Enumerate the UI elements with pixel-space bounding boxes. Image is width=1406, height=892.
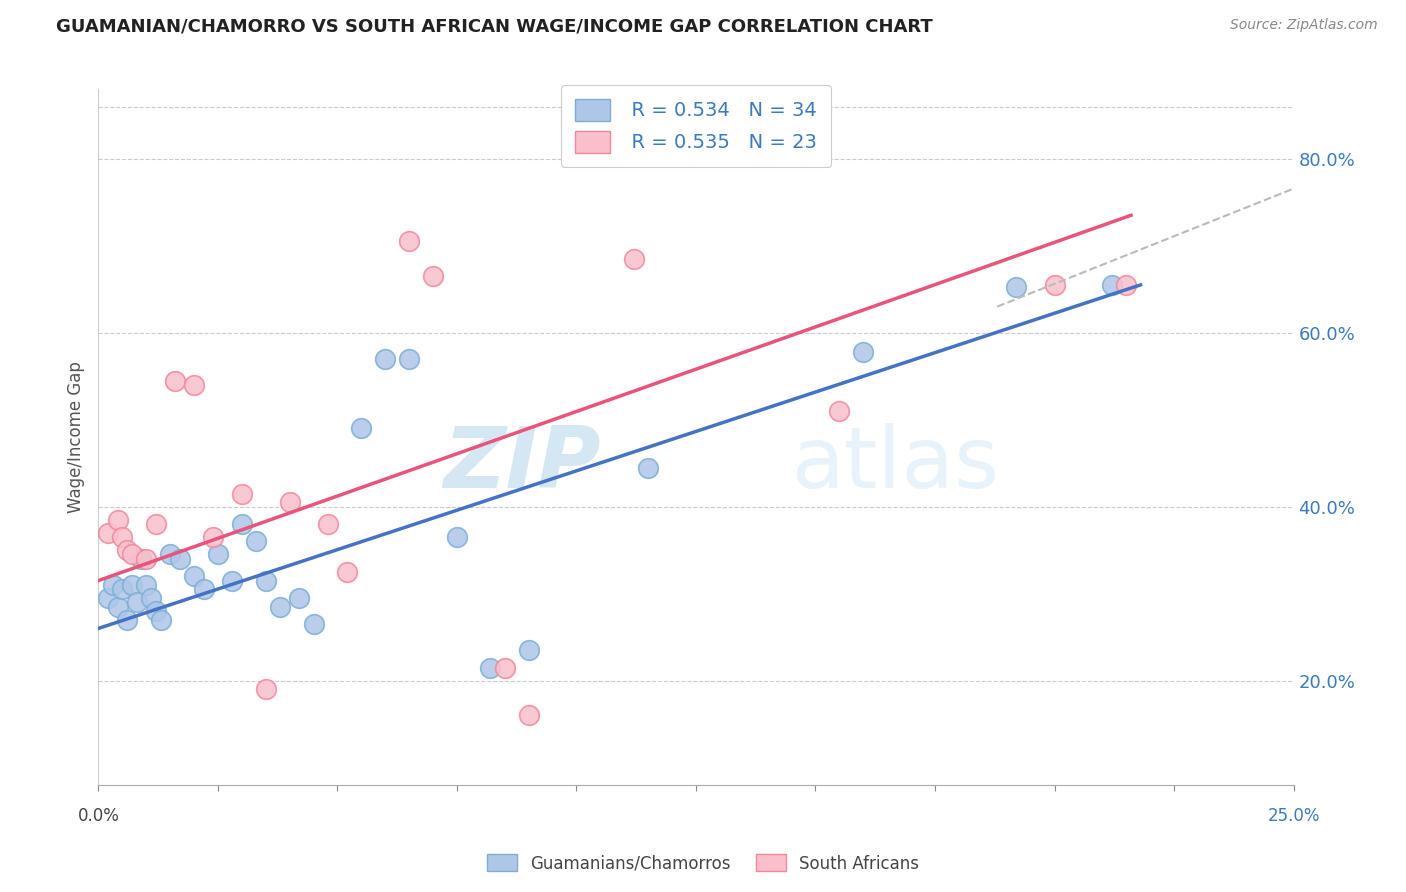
Point [131,551,153,566]
Point [183,377,205,392]
Point [121,548,143,562]
Text: atlas: atlas [792,424,1000,507]
Point [637,460,659,475]
Point [316,516,339,531]
Point [1101,277,1123,292]
Point [1005,279,1028,293]
Point [1043,277,1066,292]
Point [288,591,311,605]
Point [517,708,540,723]
Text: Source: ZipAtlas.com: Source: ZipAtlas.com [1230,18,1378,32]
Point [135,551,157,566]
Point [183,569,205,583]
Point [97,591,120,605]
Point [163,374,186,388]
Point [254,682,277,697]
Point [623,252,645,266]
Point [145,516,167,531]
Point [852,344,875,359]
Point [97,525,120,540]
Point [107,513,129,527]
Point [139,591,162,605]
Point [231,516,253,531]
Text: 25.0%: 25.0% [1267,807,1320,825]
Point [159,548,181,562]
Point [101,578,124,592]
Point [149,613,172,627]
Point [254,574,277,588]
Point [207,548,229,562]
Point [494,660,516,674]
Text: ZIP: ZIP [443,424,600,507]
Point [111,582,134,597]
Point [169,551,191,566]
Point [145,604,167,618]
Point [125,595,148,609]
Y-axis label: Wage/Income Gap: Wage/Income Gap [66,361,84,513]
Point [115,543,138,558]
Point [1115,277,1137,292]
Point [278,495,301,509]
Point [398,235,420,249]
Point [121,578,143,592]
Point [245,534,267,549]
Point [135,578,157,592]
Point [111,530,134,544]
Point [231,486,253,500]
Point [336,565,359,579]
Point [446,530,468,544]
Point [302,617,325,632]
Legend:   R = 0.534   N = 34,   R = 0.535   N = 23: R = 0.534 N = 34, R = 0.535 N = 23 [561,85,831,167]
Point [517,643,540,657]
Text: GUAMANIAN/CHAMORRO VS SOUTH AFRICAN WAGE/INCOME GAP CORRELATION CHART: GUAMANIAN/CHAMORRO VS SOUTH AFRICAN WAGE… [56,18,934,36]
Point [269,599,291,614]
Point [107,599,129,614]
Point [828,404,851,418]
Point [202,530,225,544]
Point [115,613,138,627]
Point [193,582,215,597]
Point [221,574,243,588]
Legend: Guamanians/Chamorros, South Africans: Guamanians/Chamorros, South Africans [481,847,925,880]
Point [398,351,420,366]
Point [422,269,444,284]
Point [350,421,373,435]
Point [479,660,502,674]
Text: 0.0%: 0.0% [77,807,120,825]
Point [374,351,396,366]
